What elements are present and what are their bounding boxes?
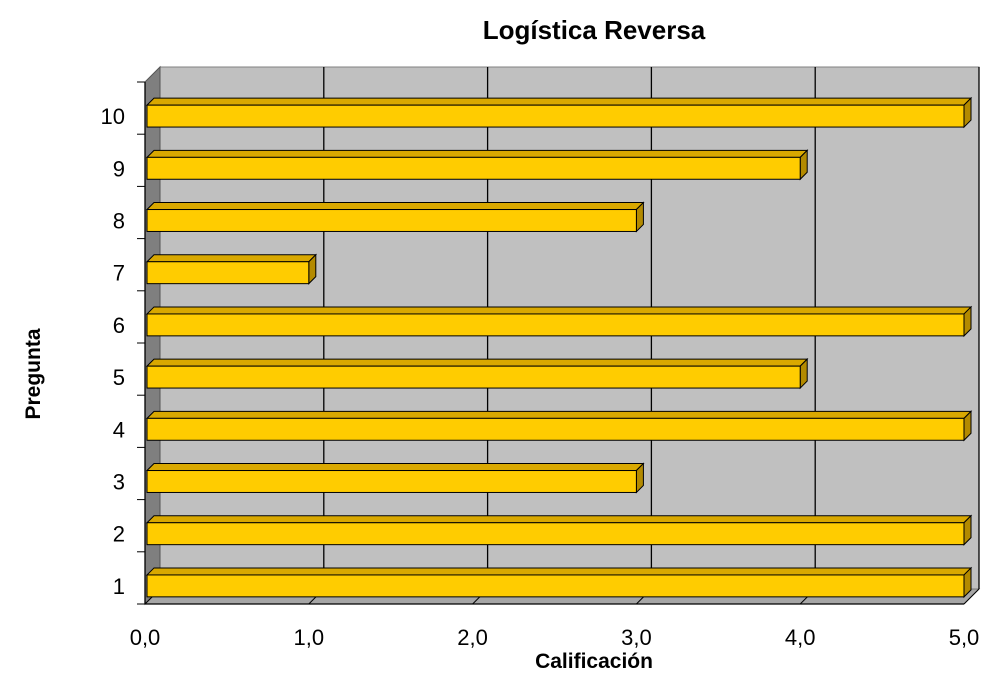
- bar: [146, 209, 637, 232]
- y-tick-label: 10: [101, 104, 125, 129]
- x-tick-label: 1,0: [294, 625, 325, 650]
- y-tick-label: 8: [113, 209, 125, 234]
- x-tick-label: 0,0: [130, 625, 161, 650]
- x-tick-label: 3,0: [621, 625, 652, 650]
- bar-top: [145, 410, 973, 419]
- y-tick-label: 1: [113, 574, 125, 599]
- bar-top: [145, 515, 973, 524]
- bar-top: [145, 149, 809, 158]
- bar: [146, 261, 310, 285]
- y-tick-label: 3: [113, 470, 125, 495]
- y-tick-label: 4: [113, 417, 125, 442]
- y-tick-label: 2: [113, 522, 125, 547]
- bar-top: [145, 463, 645, 472]
- y-tick-label: 9: [113, 156, 125, 181]
- plot-area: 1 2 3 4 5 6 7 8 9 10 0,0 1,0 2,0 3,0 4,0 5,0: [101, 65, 981, 650]
- bar: [146, 470, 637, 493]
- bar: [146, 156, 801, 180]
- y-tick-label: 6: [113, 313, 125, 338]
- gridline-floor: [963, 588, 980, 605]
- bar-top: [145, 254, 318, 263]
- bar-top: [145, 567, 973, 576]
- bar: [146, 365, 801, 389]
- bar: [146, 313, 965, 337]
- bar-top: [145, 202, 645, 211]
- bar: [146, 417, 965, 441]
- y-axis-title: Pregunta: [22, 328, 45, 419]
- chart-title: Logística Reversa: [483, 15, 706, 45]
- bar-top: [145, 97, 973, 106]
- x-tick-label: 5,0: [949, 625, 980, 650]
- y-tick-label: 5: [113, 365, 125, 390]
- bar: [146, 574, 965, 598]
- x-tick-label: 4,0: [785, 625, 816, 650]
- bar-top: [145, 306, 973, 315]
- bar: [146, 104, 965, 128]
- bar-top: [145, 358, 809, 367]
- x-tick-label: 2,0: [457, 625, 488, 650]
- y-tick-label: 7: [113, 261, 125, 286]
- x-axis-title: Calificación: [535, 650, 653, 673]
- bar: [146, 522, 965, 546]
